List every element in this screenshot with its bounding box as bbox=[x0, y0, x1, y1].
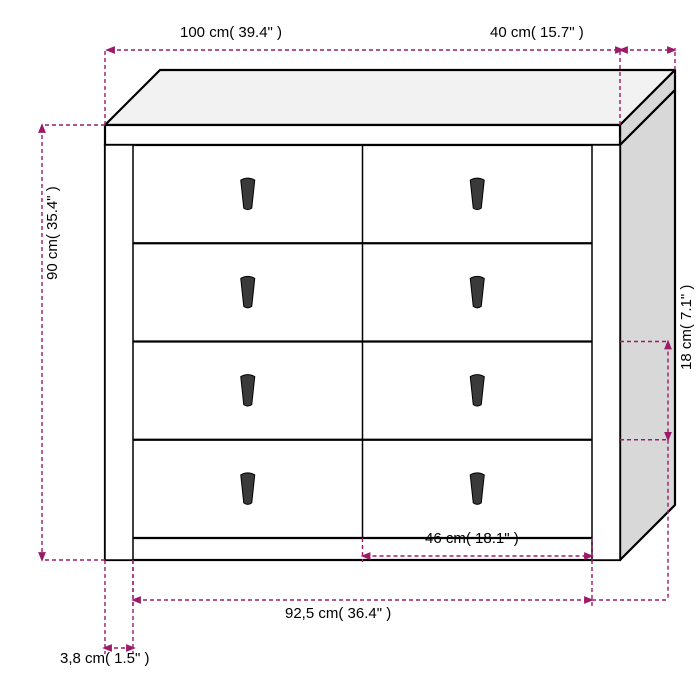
dim-inner-w: 92,5 cm( 36.4" ) bbox=[285, 605, 391, 622]
dim-depth-top: 40 cm( 15.7" ) bbox=[490, 24, 584, 41]
dim-height-left: 90 cm( 35.4" ) bbox=[44, 186, 61, 280]
dim-drawer-w: 46 cm( 18.1" ) bbox=[425, 530, 519, 547]
dim-drawer-h-right: 18 cm( 7.1" ) bbox=[678, 285, 695, 370]
dresser-dimension-diagram bbox=[0, 0, 700, 700]
dim-width-top: 100 cm( 39.4" ) bbox=[180, 24, 282, 41]
geometry-layer bbox=[105, 70, 675, 560]
dim-leg: 3,8 cm( 1.5" ) bbox=[60, 650, 150, 667]
